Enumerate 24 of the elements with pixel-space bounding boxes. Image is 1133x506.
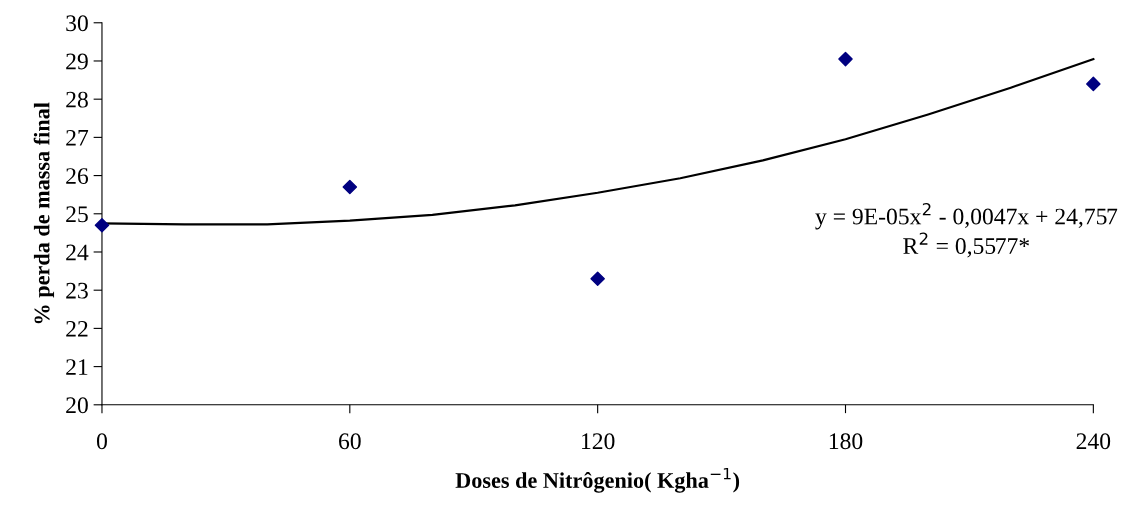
point	[342, 179, 358, 195]
y-tick-label: 24	[66, 244, 89, 261]
point	[590, 271, 605, 287]
y-tick-label: 21	[66, 359, 88, 375]
x-axis-title: Doses de Nitrôgenio( Kgha$^{−1}$)	[455, 467, 740, 493]
x-tick-label: 180	[829, 433, 863, 450]
y-axis-title: % perda de massa final	[33, 102, 55, 324]
x-tick-label: 60	[339, 433, 361, 450]
y-tick-label: 20	[66, 397, 88, 414]
point	[94, 217, 110, 233]
x-tick-label: 240	[1076, 433, 1111, 450]
y-tick-label: 27	[66, 129, 89, 146]
y-tick-label: 30	[66, 15, 88, 32]
point	[1086, 76, 1101, 92]
y-tick-label: 22	[66, 320, 88, 337]
x-tick-label: 120	[582, 433, 615, 450]
y-tick-label: 25	[66, 206, 88, 223]
point	[838, 51, 853, 67]
y-tick-label: 23	[66, 282, 88, 299]
annotation: y = 9E-05x$^{2}$ - 0,0047x + 24,757 R$^{2}$ = 0,5577*	[815, 202, 1118, 258]
x-tick-label: 0	[96, 433, 107, 450]
y-tick-label: 28	[66, 91, 88, 108]
y-tick-label: 29	[66, 53, 88, 70]
y-tick-label: 26	[66, 168, 89, 185]
